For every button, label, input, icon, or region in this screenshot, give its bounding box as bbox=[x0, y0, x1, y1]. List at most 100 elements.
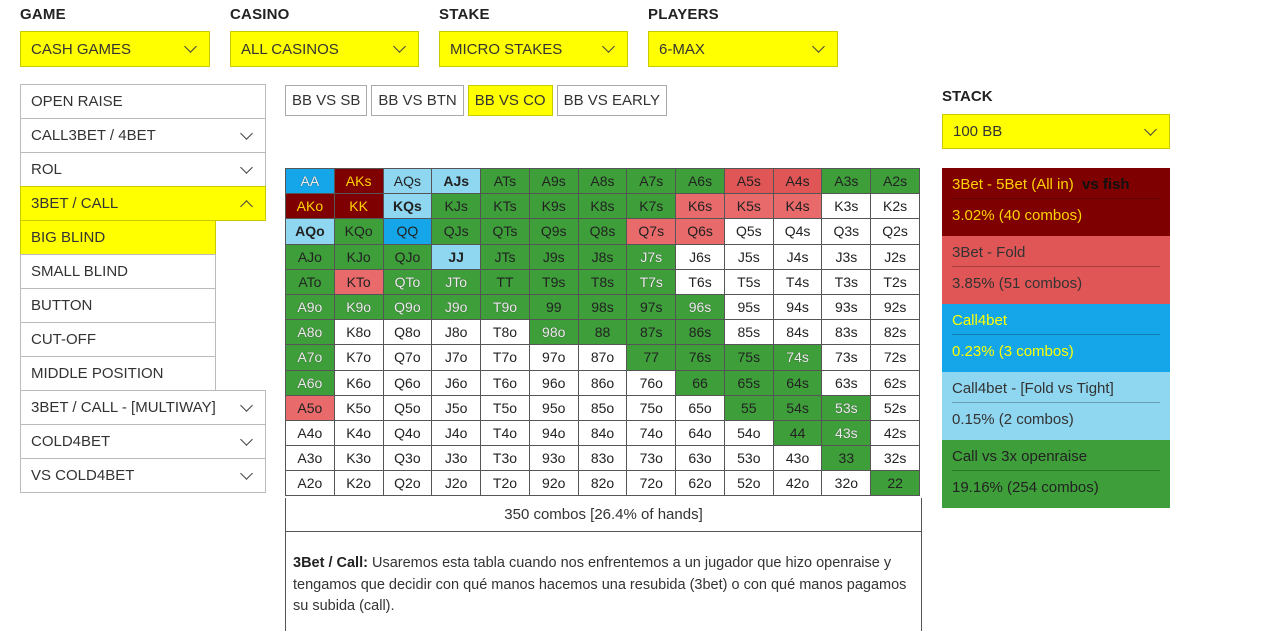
menu-item-open-raise[interactable]: OPEN RAISE bbox=[20, 84, 266, 119]
hand-cell[interactable]: K7o bbox=[334, 345, 383, 370]
hand-cell[interactable]: T8s bbox=[578, 269, 627, 294]
hand-cell[interactable]: KTo bbox=[334, 269, 383, 294]
hand-cell[interactable]: Q7o bbox=[383, 345, 432, 370]
hand-cell[interactable]: 99 bbox=[529, 294, 578, 320]
hand-cell[interactable]: J2s bbox=[871, 244, 919, 269]
hand-cell[interactable]: 66 bbox=[676, 370, 724, 395]
hand-cell[interactable]: 95o bbox=[529, 395, 578, 420]
hand-cell[interactable]: 84o bbox=[578, 420, 627, 446]
hand-cell[interactable]: 64o bbox=[676, 420, 724, 446]
hand-cell[interactable]: K6s bbox=[676, 194, 724, 219]
hand-cell[interactable]: 87o bbox=[578, 345, 627, 370]
hand-cell[interactable]: 43o bbox=[773, 446, 822, 471]
hand-cell[interactable]: Q6s bbox=[676, 219, 724, 244]
hand-cell[interactable]: 84s bbox=[773, 320, 822, 345]
hand-cell[interactable]: T3o bbox=[481, 446, 529, 471]
hand-cell[interactable]: 83o bbox=[578, 446, 627, 471]
hand-cell[interactable]: KQs bbox=[383, 194, 432, 219]
hand-cell[interactable]: 22 bbox=[871, 471, 919, 496]
hand-cell[interactable]: Q3s bbox=[822, 219, 871, 244]
menu-item-vs-cold4bet[interactable]: VS COLD4BET bbox=[20, 458, 266, 493]
hand-cell[interactable]: 53o bbox=[724, 446, 773, 471]
menu-item-3bet-call[interactable]: 3BET / CALL bbox=[20, 186, 266, 221]
hand-cell[interactable]: Q8o bbox=[383, 320, 432, 345]
players-select[interactable]: 6-MAX bbox=[648, 31, 838, 67]
hand-cell[interactable]: 72s bbox=[871, 345, 919, 370]
hand-cell[interactable]: 55 bbox=[724, 395, 773, 420]
hand-cell[interactable]: KJs bbox=[432, 194, 481, 219]
hand-cell[interactable]: 82s bbox=[871, 320, 919, 345]
hand-cell[interactable]: 32s bbox=[871, 446, 919, 471]
hand-cell[interactable]: A8o bbox=[286, 320, 334, 345]
hand-cell[interactable]: A4o bbox=[286, 420, 334, 446]
hand-cell[interactable]: KQo bbox=[334, 219, 383, 244]
hand-cell[interactable]: K8o bbox=[334, 320, 383, 345]
hand-cell[interactable]: T5s bbox=[724, 269, 773, 294]
hand-cell[interactable]: T7o bbox=[481, 345, 529, 370]
hand-cell[interactable]: T8o bbox=[481, 320, 529, 345]
hand-cell[interactable]: A8s bbox=[578, 169, 627, 194]
submenu-item-middle-position[interactable]: MIDDLE POSITION bbox=[20, 356, 216, 391]
menu-item-rol[interactable]: ROL bbox=[20, 152, 266, 187]
hand-cell[interactable]: 52s bbox=[871, 395, 919, 420]
hand-cell[interactable]: 54o bbox=[724, 420, 773, 446]
hand-cell[interactable]: AQo bbox=[286, 219, 334, 244]
hand-cell[interactable]: A3o bbox=[286, 446, 334, 471]
hand-cell[interactable]: 97s bbox=[627, 294, 676, 320]
hand-cell[interactable]: 92s bbox=[871, 294, 919, 320]
submenu-item-cut-off[interactable]: CUT-OFF bbox=[20, 322, 216, 357]
menu-item-call3bet-4bet[interactable]: CALL3BET / 4BET bbox=[20, 118, 266, 153]
hand-cell[interactable]: 92o bbox=[529, 471, 578, 496]
hand-cell[interactable]: 74s bbox=[773, 345, 822, 370]
hand-cell[interactable]: 97o bbox=[529, 345, 578, 370]
hand-cell[interactable]: 42o bbox=[773, 471, 822, 496]
hand-cell[interactable]: Q4o bbox=[383, 420, 432, 446]
hand-cell[interactable]: 52o bbox=[724, 471, 773, 496]
hand-cell[interactable]: 62o bbox=[676, 471, 724, 496]
hand-cell[interactable]: AJs bbox=[432, 169, 481, 194]
hand-cell[interactable]: Q9s bbox=[529, 219, 578, 244]
hand-cell[interactable]: 33 bbox=[822, 446, 871, 471]
hand-cell[interactable]: K8s bbox=[578, 194, 627, 219]
hand-cell[interactable]: ATo bbox=[286, 269, 334, 294]
hand-cell[interactable]: Q8s bbox=[578, 219, 627, 244]
hand-cell[interactable]: 94o bbox=[529, 420, 578, 446]
hand-cell[interactable]: A2o bbox=[286, 471, 334, 496]
hand-cell[interactable]: K3s bbox=[822, 194, 871, 219]
hand-cell[interactable]: J8o bbox=[432, 320, 481, 345]
hand-cell[interactable]: J8s bbox=[578, 244, 627, 269]
hand-cell[interactable]: 42s bbox=[871, 420, 919, 446]
stake-select[interactable]: MICRO STAKES bbox=[439, 31, 628, 67]
hand-cell[interactable]: 73o bbox=[627, 446, 676, 471]
hand-cell[interactable]: AKo bbox=[286, 194, 334, 219]
hand-cell[interactable]: A2s bbox=[871, 169, 919, 194]
hand-cell[interactable]: T4s bbox=[773, 269, 822, 294]
hand-cell[interactable]: Q3o bbox=[383, 446, 432, 471]
hand-cell[interactable]: A4s bbox=[773, 169, 822, 194]
hand-cell[interactable]: JTs bbox=[481, 244, 529, 269]
hand-cell[interactable]: 86o bbox=[578, 370, 627, 395]
hand-cell[interactable]: AA bbox=[286, 169, 334, 194]
hand-cell[interactable]: A7o bbox=[286, 345, 334, 370]
hand-cell[interactable]: 64s bbox=[773, 370, 822, 395]
hand-cell[interactable]: AQs bbox=[383, 169, 432, 194]
hand-cell[interactable]: K5o bbox=[334, 395, 383, 420]
hand-cell[interactable]: 73s bbox=[822, 345, 871, 370]
hand-cell[interactable]: Q9o bbox=[383, 294, 432, 320]
hand-cell[interactable]: J5o bbox=[432, 395, 481, 420]
hand-cell[interactable]: QTo bbox=[383, 269, 432, 294]
hand-cell[interactable]: J6s bbox=[676, 244, 724, 269]
hand-cell[interactable]: Q5s bbox=[724, 219, 773, 244]
hand-cell[interactable]: A7s bbox=[627, 169, 676, 194]
hand-cell[interactable]: A3s bbox=[822, 169, 871, 194]
submenu-item-big-blind[interactable]: BIG BLIND bbox=[20, 220, 216, 255]
game-select[interactable]: CASH GAMES bbox=[20, 31, 210, 67]
tab-bb-vs-sb[interactable]: BB VS SB bbox=[285, 85, 368, 116]
tab-bb-vs-btn[interactable]: BB VS BTN bbox=[371, 85, 464, 116]
tab-bb-vs-co[interactable]: BB VS CO bbox=[467, 85, 553, 116]
hand-cell[interactable]: KK bbox=[334, 194, 383, 219]
hand-cell[interactable]: 65o bbox=[676, 395, 724, 420]
hand-cell[interactable]: K4s bbox=[773, 194, 822, 219]
hand-cell[interactable]: 65s bbox=[724, 370, 773, 395]
hand-cell[interactable]: T9s bbox=[529, 269, 578, 294]
